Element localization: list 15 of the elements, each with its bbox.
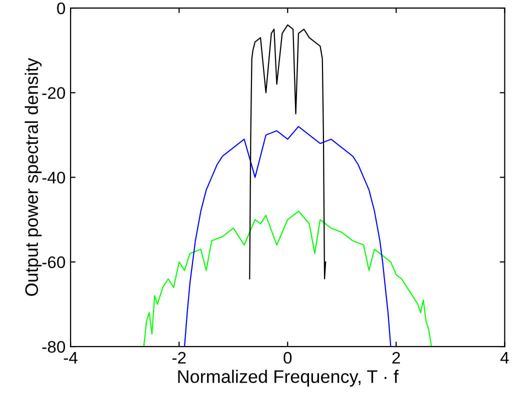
y-tick-label: -60 [42,256,66,268]
x-axis-title: Normalized Frequency, T · f [178,370,399,387]
line-series [143,210,432,347]
line-series [249,24,326,280]
y-tick-label: 0 [57,2,66,14]
y-axis-title: Output power spectral density [24,58,42,296]
y-tick-label: -40 [42,172,66,184]
y-tick-label: -20 [42,87,66,99]
x-tick-label: -2 [172,352,186,364]
x-tick-label: -4 [64,352,78,364]
y-tick-label: -80 [42,340,66,353]
x-tick-label: 0 [284,352,292,364]
x-tick-label: 4 [500,352,509,364]
line-series [184,126,392,347]
x-tick-label: 2 [392,352,400,364]
